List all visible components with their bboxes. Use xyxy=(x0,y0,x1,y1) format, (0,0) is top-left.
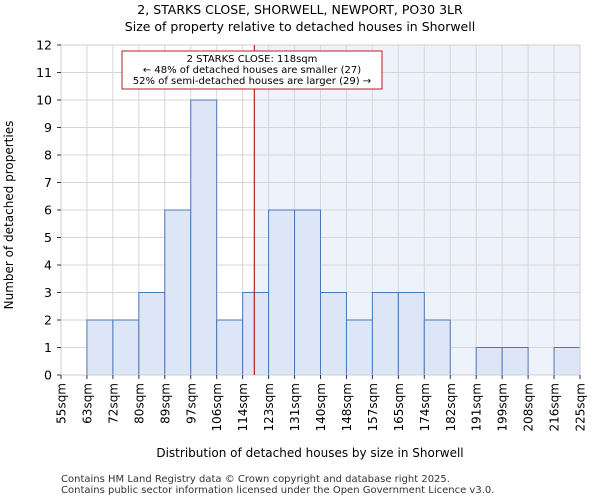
histogram-bar xyxy=(242,292,270,376)
histogram-bar xyxy=(553,347,581,376)
histogram-bar xyxy=(112,319,140,376)
y-axis-label: Number of detached properties xyxy=(2,121,16,310)
x-tick-label: 97sqm xyxy=(184,383,198,424)
histogram-bar xyxy=(320,292,347,376)
x-tick-label: 225sqm xyxy=(574,383,588,431)
x-tick-label: 216sqm xyxy=(548,383,562,431)
histogram-bar xyxy=(397,292,425,376)
x-tick-label: 106sqm xyxy=(210,383,224,431)
x-tick-label: 131sqm xyxy=(288,383,302,431)
x-axis-label: Distribution of detached houses by size … xyxy=(156,446,463,460)
chart-title: 2, STARKS CLOSE, SHORWELL, NEWPORT, PO30… xyxy=(137,2,463,17)
annotation-box: 2 STARKS CLOSE: 118sqm ← 48% of detached… xyxy=(121,50,383,90)
y-tick-label: 3 xyxy=(44,285,52,300)
x-tick-label: 165sqm xyxy=(392,383,406,431)
histogram-bar xyxy=(190,99,218,376)
x-tick-label: 55sqm xyxy=(55,383,69,424)
x-tick-label: 140sqm xyxy=(314,383,328,431)
y-tick-label: 5 xyxy=(44,230,52,245)
footer-copyright: Contains HM Land Registry data © Crown c… xyxy=(61,474,450,485)
histogram-bar xyxy=(501,347,529,376)
annotation-line-2: ← 48% of detached houses are smaller (27… xyxy=(143,65,361,76)
y-tick-label: 4 xyxy=(44,258,52,273)
y-tick-label: 7 xyxy=(44,175,52,190)
histogram-bar xyxy=(345,319,373,376)
histogram-bar xyxy=(86,319,114,376)
y-tick-label: 8 xyxy=(44,148,52,163)
x-tick-label: 157sqm xyxy=(366,383,380,431)
x-tick-label: 89sqm xyxy=(158,383,172,424)
x-tick-label: 182sqm xyxy=(444,383,458,431)
x-tick-label: 80sqm xyxy=(132,383,146,424)
histogram-bar xyxy=(423,319,451,376)
y-tick-label: 12 xyxy=(36,38,52,53)
annotation-line-3: 52% of semi-detached houses are larger (… xyxy=(133,76,371,87)
y-tick-label: 6 xyxy=(44,203,52,218)
y-tick-label: 11 xyxy=(36,65,52,80)
footer-licence: Contains public sector information licen… xyxy=(61,485,495,496)
x-tick-label: 72sqm xyxy=(106,383,120,424)
x-tick-label: 199sqm xyxy=(496,383,510,431)
histogram-bar xyxy=(216,319,244,376)
histogram-bar xyxy=(268,209,296,376)
x-tick-label: 63sqm xyxy=(80,383,94,424)
x-tick-label: 148sqm xyxy=(340,383,354,431)
chart-subtitle: Size of property relative to detached ho… xyxy=(124,19,476,34)
y-tick-label: 9 xyxy=(44,120,52,135)
x-tick-label: 191sqm xyxy=(470,383,484,431)
x-tick-label: 174sqm xyxy=(418,383,432,431)
x-tick-label: 114sqm xyxy=(236,383,250,431)
annotation-frame xyxy=(121,50,383,90)
y-tick-label: 1 xyxy=(44,340,52,355)
histogram-bar xyxy=(294,209,321,376)
histogram-bar xyxy=(475,347,503,376)
y-tick-label: 10 xyxy=(36,93,52,108)
x-tick-label: 123sqm xyxy=(262,383,276,431)
annotation-line-1: 2 STARKS CLOSE: 118sqm xyxy=(187,54,318,65)
y-tick-label: 0 xyxy=(44,368,52,383)
histogram-bar xyxy=(138,292,166,376)
y-tick-label: 2 xyxy=(44,313,52,328)
x-tick-label: 208sqm xyxy=(522,383,536,431)
histogram-bar xyxy=(164,209,192,376)
histogram-bar xyxy=(371,292,399,376)
